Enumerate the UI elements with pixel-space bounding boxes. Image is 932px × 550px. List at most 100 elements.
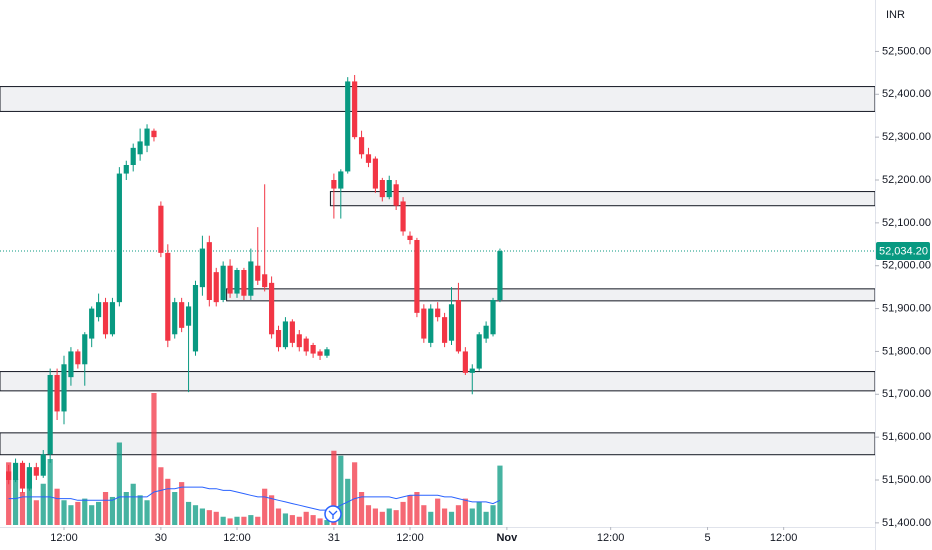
y-tick-label: 52,000.00 [882,260,931,272]
candle-body [96,302,102,318]
candle-body [165,252,171,341]
volume-bar [165,478,171,525]
volume-bar [407,495,413,525]
candle-body [144,128,150,146]
volume-bar [234,516,240,525]
volume-bar [241,516,247,525]
volume-bar [331,450,337,525]
volume-bar [255,516,261,525]
candle-body [289,321,295,343]
volume-bar [192,505,199,525]
volume-bar [172,492,178,525]
volume-bar [206,510,212,525]
zones [0,86,876,456]
volume-bar [414,492,420,525]
candle-body [386,180,392,198]
candle-body [345,81,351,172]
volume-bar [303,511,309,525]
candle-body [414,240,420,313]
candle-body [365,154,372,163]
volume-bar [75,501,81,525]
volume-bar [400,501,406,525]
volume-ma-line [8,486,501,511]
volume-bar [393,510,399,525]
candle-body [379,180,385,198]
candle-body [75,351,81,365]
volume-bar [19,492,26,525]
volume-bar [144,500,150,525]
candle-body [269,282,275,335]
candle-body [179,302,185,328]
volume-bar [269,495,275,525]
y-tick-label: 51,500.00 [882,474,931,486]
y-tick-label: 52,200.00 [882,174,931,186]
event-marker[interactable] [324,505,342,523]
x-tick-label: Nov [496,532,518,544]
candle-body [130,147,136,165]
candle-body [400,201,406,232]
volume-bar [372,508,378,525]
candle-body [40,454,46,476]
volume-bar [179,482,185,525]
volume-bar [428,511,434,525]
volume-bar [379,511,385,525]
y-tick-label: 52,400.00 [882,88,931,100]
x-tick-label: 31 [328,532,340,544]
last-price-label: 52,034.20 [879,245,928,257]
y-tick-label: 52,500.00 [882,45,931,57]
candle-body [296,334,302,348]
volume-bar [33,500,39,525]
candle-body [338,171,344,189]
candle-body [428,308,434,343]
candle-body [89,308,95,339]
candle-body [317,351,323,356]
candle-body [303,338,309,352]
candle-body [68,351,74,378]
volume-bar [40,483,46,525]
volume-bar [199,508,205,525]
volume-bar [386,508,392,525]
candle-body [441,317,448,343]
candle-body [172,302,178,335]
zone [226,288,876,302]
candle-body [310,345,316,354]
candle-body [116,173,122,303]
candle-body [54,375,60,412]
volume-bar [137,495,143,525]
volume-bar [116,442,122,525]
candle-body [26,467,33,489]
candle-body [435,308,441,318]
volume-bar [262,488,268,525]
candle-body [455,300,462,352]
x-tick-label: 12:00 [50,532,78,544]
zone [0,371,876,392]
candle-body [275,330,282,348]
candle-body [227,265,233,294]
volume-bar [324,520,330,525]
candle-body [199,248,205,288]
volume-pane [6,393,503,525]
y-tick-label: 52,300.00 [882,131,931,143]
candle-body [192,285,199,352]
volume-bar [462,498,468,525]
volume-bar [282,513,289,525]
zone [0,86,876,112]
candle-body [421,308,427,339]
zone [329,191,876,207]
volume-bar [352,462,358,525]
volume-bar [455,505,462,525]
volume-bar [358,492,365,525]
candle-body [282,321,289,348]
volume-bar [26,470,33,525]
candle-body [109,302,116,335]
candle-body [123,165,129,174]
volume-bar [421,505,427,525]
y-tick-label: 51,800.00 [882,345,931,357]
candle-body [255,265,261,281]
y-tick-label: 51,400.00 [882,517,931,529]
volume-bar [448,511,455,525]
x-tick-label: 12:00 [396,532,424,544]
volume-bar [338,455,344,525]
volume-bar [441,508,448,525]
